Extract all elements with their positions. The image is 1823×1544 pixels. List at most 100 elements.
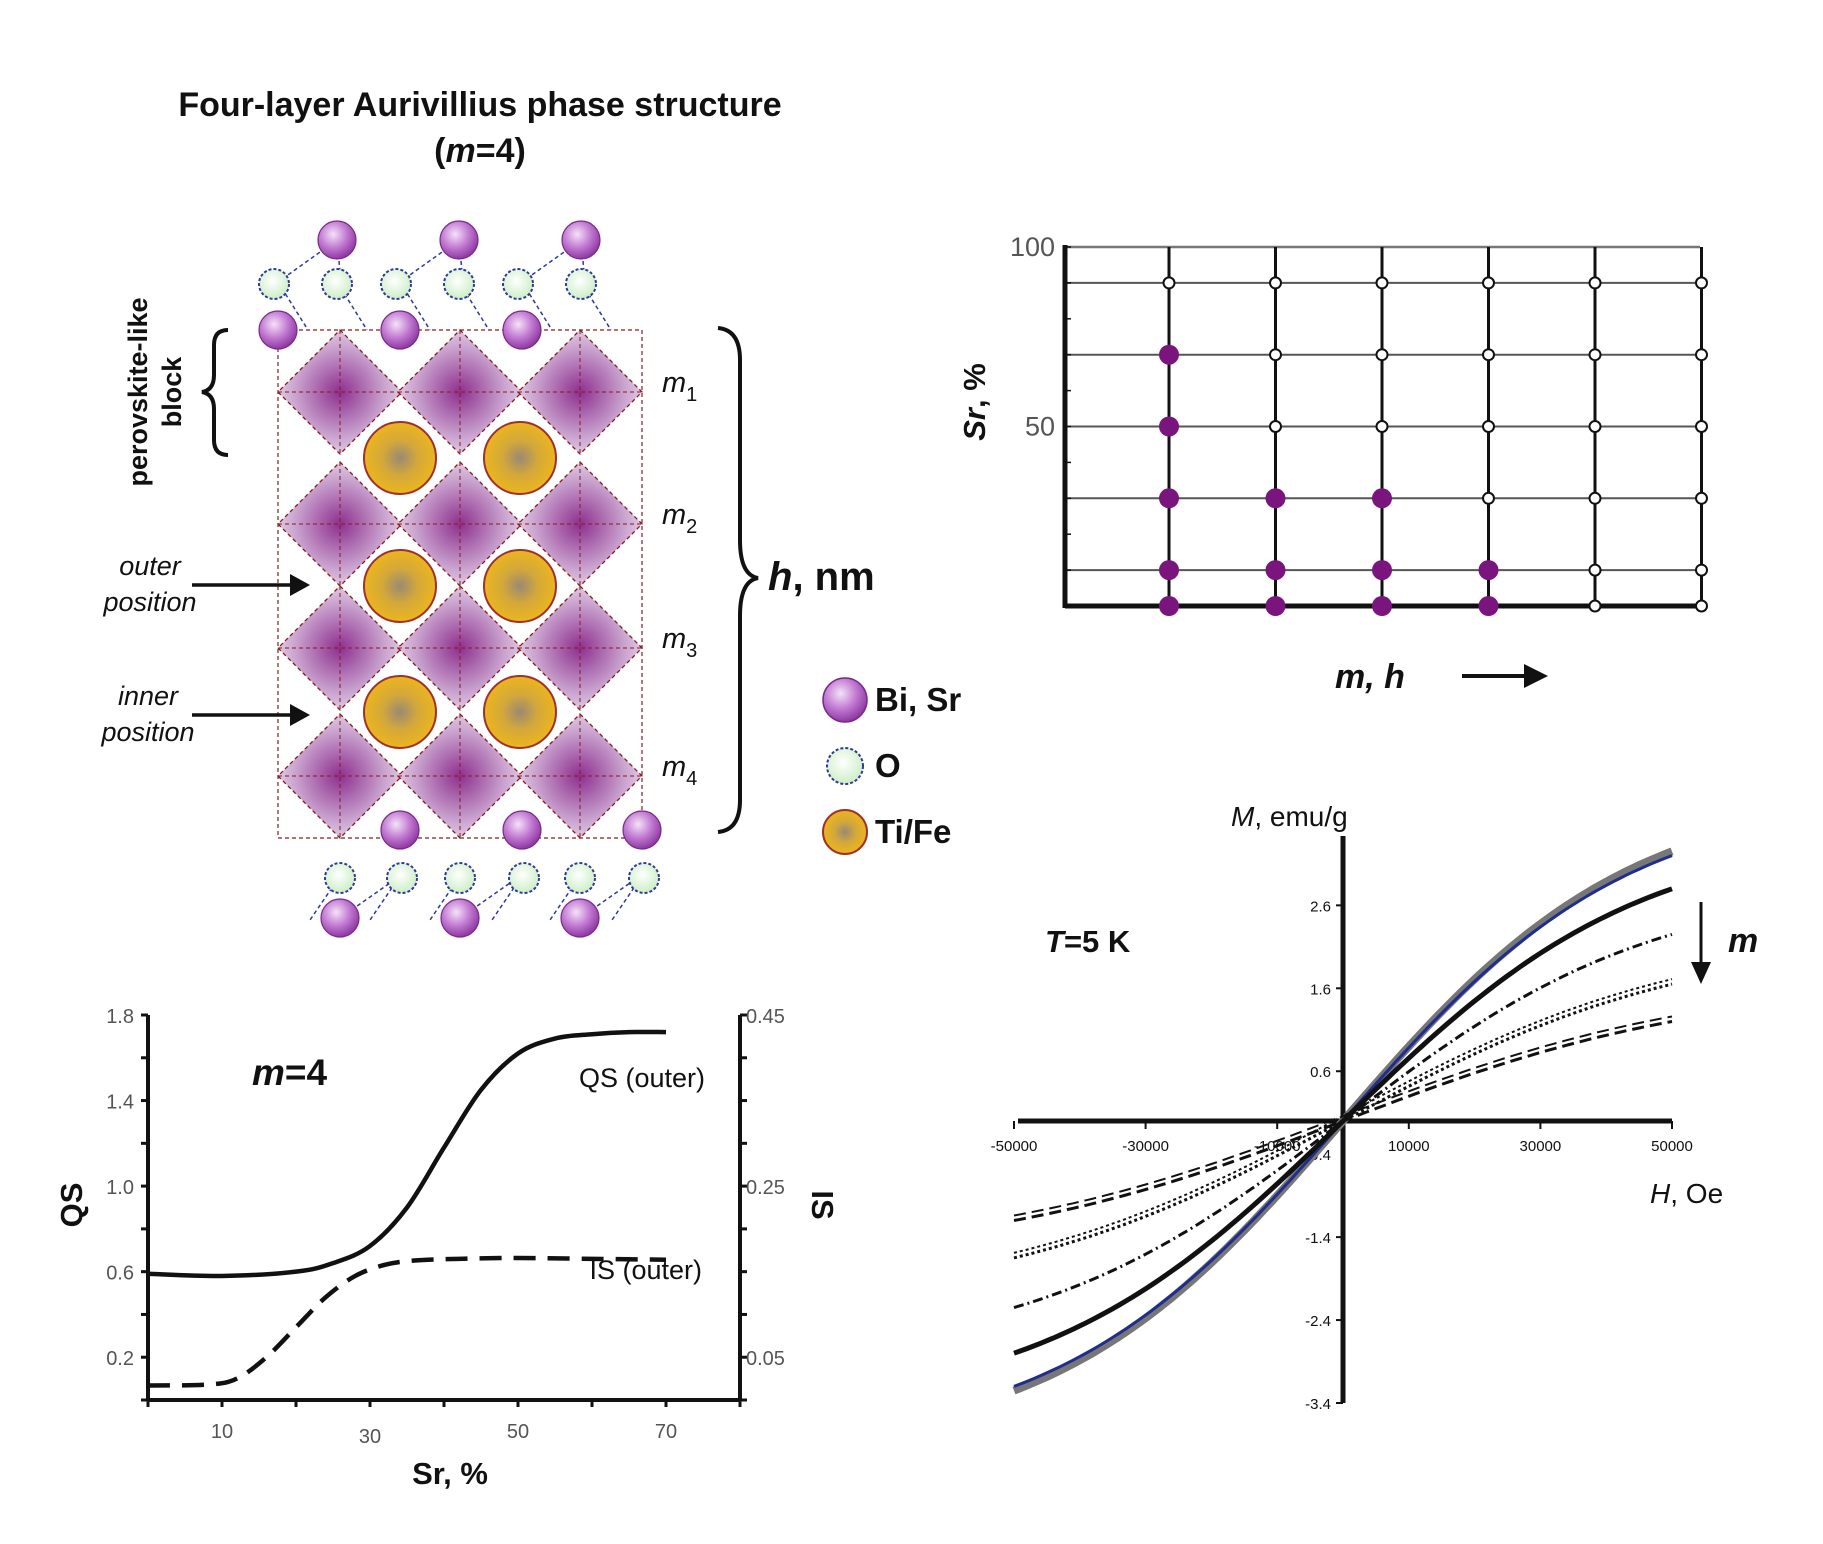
- composition-point-open: [1375, 276, 1389, 290]
- mh-m-arrow-head: [1691, 962, 1711, 984]
- bond-line: [399, 239, 460, 283]
- qs-left-tick-label: 0.6: [106, 1263, 134, 1285]
- outer-arrow-head: [290, 574, 310, 596]
- composition-point-filled: [1265, 560, 1286, 581]
- oxygen-atom: [443, 268, 475, 300]
- octahedron-face: [517, 585, 643, 711]
- mh-y-tick-label: 2.6: [1310, 898, 1331, 915]
- composition-point-filled: [1478, 596, 1499, 616]
- is-outer-label: IS (outer): [589, 1255, 702, 1285]
- layer-label-m4: m4: [662, 751, 697, 790]
- grid-y-tick-label: 100: [1010, 232, 1055, 262]
- composition-point-open: [1695, 348, 1708, 362]
- mh-axes: -50000 -30000 -10000 10000 30000 500002.61.60…: [991, 836, 1693, 1413]
- inner-arrow-head: [290, 704, 310, 726]
- composition-point-filled: [1372, 488, 1392, 509]
- oxygen-atom: [324, 862, 356, 894]
- mh-x-tick-label: 30000: [1520, 1138, 1562, 1155]
- outer-position-label-2: position: [102, 587, 196, 617]
- bond-line: [459, 875, 521, 919]
- composition-point-filled: [1372, 596, 1392, 616]
- octahedron: [517, 329, 643, 455]
- qs-left-tick-label: 1.8: [106, 1006, 134, 1028]
- composition-point-filled: [1159, 416, 1179, 437]
- oxygen-atom: [628, 862, 660, 894]
- composition-point-open: [1482, 276, 1495, 290]
- mh-y-tick-label: -2.4: [1305, 1313, 1331, 1330]
- composition-point-filled: [1478, 560, 1499, 581]
- qs-left-tick-label: 1.4: [106, 1092, 134, 1114]
- grid-y-ticks: 100 50: [1010, 232, 1055, 442]
- grid-x-axis-label: m, h: [1335, 658, 1405, 696]
- mh-curve-m6-branch: [1013, 1015, 1673, 1217]
- grid-x-arrow-head: [1524, 664, 1548, 688]
- composition-point-open: [1482, 348, 1495, 362]
- composition-point-filled: [1159, 344, 1179, 365]
- mh-curve-m5: [1013, 982, 1673, 1260]
- octahedron: [277, 329, 403, 455]
- ti-fe-atom: [483, 421, 557, 495]
- perovskite-label-2: block: [157, 356, 187, 428]
- composition-point-filled: [1265, 488, 1286, 509]
- composition-point-open: [1269, 348, 1282, 362]
- bond-line: [579, 875, 641, 919]
- mh-temperature-annotation: T=5 K: [1045, 924, 1131, 959]
- octahedron-face: [397, 329, 523, 455]
- qs-axes: 0.2 0.6 1.0 1.4 1.8 0.05 0.25 0.45 10 30 50 70: [106, 1006, 785, 1448]
- qs-x-tick-label: 10: [211, 1421, 233, 1443]
- qs-x-tick-label: 70: [655, 1421, 677, 1443]
- octahedron: [277, 585, 403, 711]
- oxygen-atom: [508, 862, 540, 894]
- ti-fe-atom: [363, 421, 437, 495]
- qs-left-tick-label: 1.0: [106, 1177, 134, 1199]
- ti-fe-atom: [363, 675, 437, 749]
- atoms-layer: [258, 220, 662, 938]
- legend-ti-fe-label: Ti/Fe: [875, 813, 951, 850]
- bi-sr-atom: [439, 220, 479, 260]
- octahedron-face: [277, 713, 403, 839]
- legend-ti-fe-swatch: [822, 809, 868, 855]
- qs-x-tick-label: 30: [359, 1426, 381, 1448]
- bi-sr-atom: [560, 898, 600, 938]
- composition-point-open: [1588, 599, 1602, 613]
- composition-point-open: [1375, 348, 1389, 362]
- grid-y-axis-label: Sr, %: [957, 363, 992, 441]
- composition-point-filled: [1159, 596, 1179, 616]
- mh-x-tick-label: -30000: [1122, 1138, 1169, 1155]
- bi-sr-atom: [380, 810, 420, 850]
- perovskite-brace: [201, 328, 229, 457]
- outer-position-label-1: outer: [119, 551, 182, 581]
- composition-point-filled: [1265, 596, 1286, 616]
- composition-point-open: [1695, 599, 1708, 613]
- composition-point-filled: [1372, 560, 1392, 581]
- layer-label-m1: m1: [662, 367, 697, 406]
- bi-sr-atom: [317, 220, 357, 260]
- is-right-tick-label: 0.45: [746, 1006, 785, 1028]
- mh-y-tick-label: 1.6: [1310, 981, 1331, 998]
- qs-left-tick-label: 0.2: [106, 1348, 134, 1370]
- mh-y-tick-label: -1.4: [1305, 1230, 1331, 1247]
- h-brace: [717, 326, 759, 834]
- octahedron: [397, 585, 523, 711]
- qs-x-axis-label: Sr, %: [412, 1456, 488, 1491]
- structure-title: Four-layer Aurivillius phase structure: [178, 86, 781, 124]
- composition-point-open: [1269, 276, 1282, 290]
- mh-x-tick-label: 10000: [1388, 1138, 1430, 1155]
- composition-point-open: [1588, 276, 1602, 290]
- is-right-tick-label: 0.25: [746, 1177, 785, 1199]
- mh-curve-m6: [1013, 1020, 1673, 1222]
- oxygen-atom: [386, 862, 418, 894]
- qs-series: [147, 1029, 667, 1388]
- bi-sr-atom: [502, 310, 542, 350]
- composition-point-open: [1695, 420, 1708, 433]
- qs-outer-line: [147, 1029, 667, 1279]
- composition-point-filled: [1159, 560, 1179, 581]
- structure-panel: Four-layer Aurivillius phase structure (…: [100, 86, 961, 938]
- octahedron-face: [277, 329, 403, 455]
- grid-y-tick-label: 50: [1025, 412, 1055, 442]
- mh-m-label: m: [1728, 922, 1758, 960]
- ti-fe-atom: [363, 549, 437, 623]
- legend-bi-sr-swatch: [822, 677, 868, 723]
- octahedron: [277, 713, 403, 839]
- layer-label-m2: m2: [662, 499, 697, 538]
